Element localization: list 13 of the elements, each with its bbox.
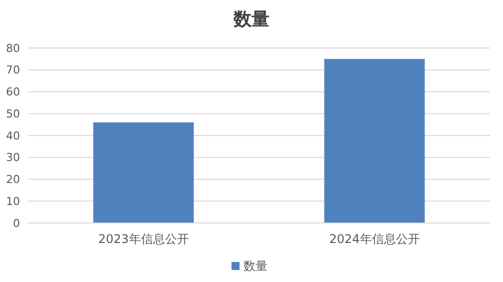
y-tick-label: 80: [6, 42, 20, 55]
x-tick-label: 2024年信息公开: [329, 232, 420, 246]
y-tick-label: 50: [6, 107, 20, 120]
y-tick-label: 0: [13, 216, 20, 230]
y-tick-label: 30: [6, 151, 20, 164]
chart-title: 数量: [232, 9, 270, 30]
y-tick-label: 40: [6, 129, 20, 142]
y-tick-label: 70: [6, 64, 20, 77]
x-tick-label: 2023年信息公开: [98, 232, 189, 246]
legend-label: 数量: [244, 259, 268, 274]
y-tick-label: 60: [6, 86, 20, 99]
y-tick-label: 20: [6, 173, 20, 186]
y-tick-label: 10: [6, 194, 20, 208]
